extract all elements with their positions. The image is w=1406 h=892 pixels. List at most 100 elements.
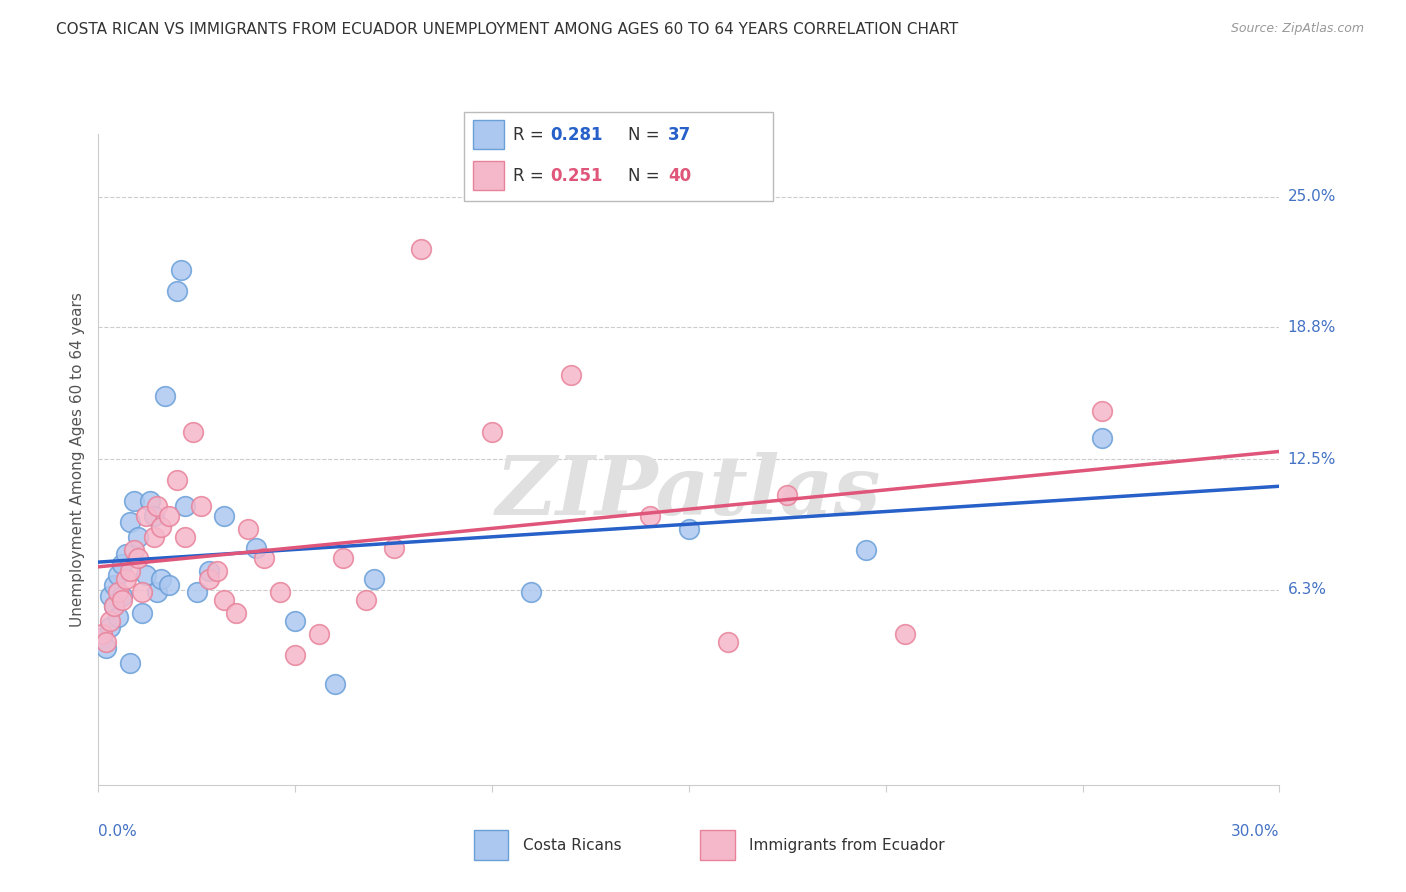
Point bbox=[520, 584, 543, 599]
Text: Immigrants from Ecuador: Immigrants from Ecuador bbox=[749, 838, 945, 853]
Point bbox=[98, 614, 121, 628]
Point bbox=[181, 425, 204, 439]
Point bbox=[284, 648, 307, 662]
Point bbox=[103, 578, 125, 592]
Text: COSTA RICAN VS IMMIGRANTS FROM ECUADOR UNEMPLOYMENT AMONG AGES 60 TO 64 YEARS CO: COSTA RICAN VS IMMIGRANTS FROM ECUADOR U… bbox=[56, 22, 959, 37]
Point bbox=[103, 599, 125, 614]
Point bbox=[138, 494, 160, 508]
Point bbox=[131, 584, 153, 599]
Text: R =: R = bbox=[513, 167, 550, 185]
Point bbox=[166, 285, 188, 299]
Point bbox=[107, 568, 129, 582]
Text: 30.0%: 30.0% bbox=[1232, 824, 1279, 838]
Text: Source: ZipAtlas.com: Source: ZipAtlas.com bbox=[1230, 22, 1364, 36]
Text: 25.0%: 25.0% bbox=[1288, 189, 1336, 204]
Bar bbox=[474, 120, 505, 149]
Point bbox=[135, 509, 157, 524]
Point bbox=[150, 572, 173, 586]
Text: ZIPatlas: ZIPatlas bbox=[496, 452, 882, 532]
Point bbox=[174, 499, 197, 513]
Text: N =: N = bbox=[628, 126, 665, 144]
Point bbox=[308, 626, 330, 640]
Point bbox=[115, 547, 138, 561]
Point bbox=[323, 677, 346, 691]
Point bbox=[142, 509, 165, 524]
Point bbox=[186, 584, 208, 599]
Point bbox=[678, 522, 700, 536]
Point bbox=[142, 530, 165, 544]
Point bbox=[332, 551, 354, 566]
Point bbox=[127, 551, 149, 566]
Point bbox=[127, 530, 149, 544]
FancyBboxPatch shape bbox=[464, 112, 773, 201]
Point bbox=[166, 474, 188, 488]
Text: R =: R = bbox=[513, 126, 550, 144]
Point bbox=[894, 626, 917, 640]
Point bbox=[481, 425, 503, 439]
Point bbox=[269, 584, 291, 599]
Point bbox=[225, 606, 247, 620]
Point bbox=[91, 626, 114, 640]
Point bbox=[146, 499, 169, 513]
Point bbox=[363, 572, 385, 586]
Point bbox=[214, 593, 236, 607]
Point bbox=[96, 635, 118, 649]
Point bbox=[245, 541, 267, 555]
Point bbox=[638, 509, 661, 524]
Point bbox=[111, 593, 134, 607]
Text: 12.5%: 12.5% bbox=[1288, 452, 1336, 467]
Point bbox=[122, 494, 145, 508]
Point bbox=[118, 564, 141, 578]
Point bbox=[354, 593, 377, 607]
Bar bbox=[474, 161, 505, 190]
Text: 0.0%: 0.0% bbox=[98, 824, 138, 838]
Point bbox=[1091, 404, 1114, 418]
Text: 6.3%: 6.3% bbox=[1288, 582, 1327, 597]
Point bbox=[155, 389, 177, 403]
Point bbox=[98, 620, 121, 634]
Point bbox=[118, 516, 141, 530]
Text: 18.8%: 18.8% bbox=[1288, 319, 1336, 334]
Point bbox=[190, 499, 212, 513]
Bar bbox=[474, 830, 509, 860]
Point bbox=[150, 519, 173, 533]
Point bbox=[107, 610, 129, 624]
Point bbox=[135, 568, 157, 582]
Text: 40: 40 bbox=[668, 167, 692, 185]
Point bbox=[236, 522, 259, 536]
Text: 0.281: 0.281 bbox=[551, 126, 603, 144]
Point bbox=[91, 631, 114, 645]
Point bbox=[122, 542, 145, 557]
Point bbox=[96, 641, 118, 656]
Point bbox=[560, 368, 582, 383]
Point bbox=[382, 541, 405, 555]
Point bbox=[253, 551, 276, 566]
Point bbox=[1091, 431, 1114, 445]
Text: Costa Ricans: Costa Ricans bbox=[523, 838, 621, 853]
Point bbox=[214, 509, 236, 524]
Point bbox=[170, 263, 193, 277]
Point bbox=[157, 509, 180, 524]
Text: N =: N = bbox=[628, 167, 665, 185]
Point bbox=[103, 599, 125, 614]
Point bbox=[118, 656, 141, 670]
Point bbox=[111, 589, 134, 603]
Point bbox=[146, 584, 169, 599]
Point bbox=[717, 635, 740, 649]
Point bbox=[115, 572, 138, 586]
Point bbox=[197, 572, 219, 586]
Bar bbox=[700, 830, 734, 860]
Point bbox=[776, 488, 799, 502]
Point bbox=[284, 614, 307, 628]
Point bbox=[107, 584, 129, 599]
Text: 0.251: 0.251 bbox=[551, 167, 603, 185]
Point bbox=[131, 606, 153, 620]
Y-axis label: Unemployment Among Ages 60 to 64 years: Unemployment Among Ages 60 to 64 years bbox=[69, 292, 84, 627]
Point bbox=[205, 564, 228, 578]
Point bbox=[98, 589, 121, 603]
Point bbox=[855, 542, 877, 557]
Point bbox=[174, 530, 197, 544]
Text: 37: 37 bbox=[668, 126, 692, 144]
Point bbox=[157, 578, 180, 592]
Point bbox=[111, 558, 134, 572]
